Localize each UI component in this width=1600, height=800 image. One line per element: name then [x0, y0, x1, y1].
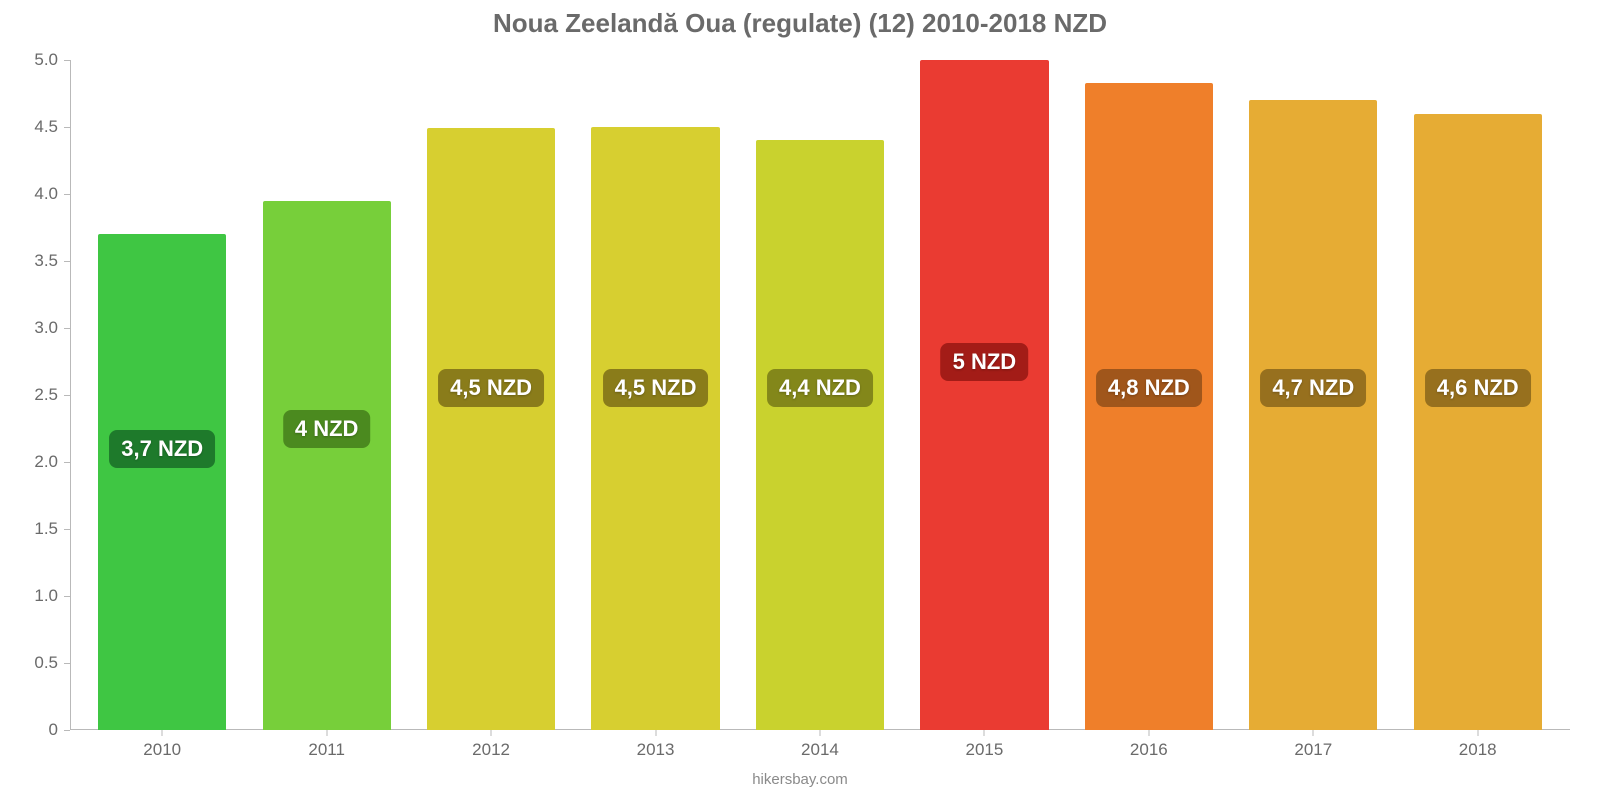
value-badge: 3,7 NZD — [109, 430, 215, 468]
x-tick-label: 2013 — [637, 740, 675, 760]
x-tick — [491, 730, 492, 736]
x-tick-label: 2018 — [1459, 740, 1497, 760]
y-tick-label: 5.0 — [34, 50, 58, 70]
x-tick — [1148, 730, 1149, 736]
x-tick — [1313, 730, 1314, 736]
value-badge: 4,8 NZD — [1096, 369, 1202, 407]
bar-slot: 4,5 NZD2012 — [409, 60, 573, 730]
bars-group: 3,7 NZD20104 NZD20114,5 NZD20124,5 NZD20… — [70, 60, 1570, 730]
x-tick — [655, 730, 656, 736]
bar — [263, 201, 391, 730]
bar-slot: 4,8 NZD2016 — [1067, 60, 1231, 730]
x-tick-label: 2010 — [143, 740, 181, 760]
value-badge: 4,5 NZD — [603, 369, 709, 407]
x-tick-label: 2011 — [308, 740, 345, 760]
bar-slot: 4,6 NZD2018 — [1396, 60, 1560, 730]
attribution-text: hikersbay.com — [0, 771, 1600, 788]
bar-slot: 4,7 NZD2017 — [1231, 60, 1395, 730]
bar-slot: 4 NZD2011 — [244, 60, 408, 730]
x-tick — [1477, 730, 1478, 736]
bar — [98, 234, 226, 730]
bar — [920, 60, 1048, 730]
y-tick-label: 0 — [49, 720, 58, 740]
y-tick-label: 1.0 — [34, 586, 58, 606]
value-badge: 4,7 NZD — [1260, 369, 1366, 407]
x-tick-label: 2015 — [965, 740, 1003, 760]
x-tick-label: 2017 — [1294, 740, 1332, 760]
plot-area: 00.51.01.52.02.53.03.54.04.55.0 3,7 NZD2… — [70, 60, 1570, 730]
bar — [756, 140, 884, 730]
y-tick-label: 1.5 — [34, 519, 58, 539]
y-tick-label: 2.5 — [34, 385, 58, 405]
bar-slot: 5 NZD2015 — [902, 60, 1066, 730]
bar — [1249, 100, 1377, 730]
y-tick-label: 3.0 — [34, 318, 58, 338]
y-tick-label: 4.5 — [34, 117, 58, 137]
y-tick-label: 3.5 — [34, 251, 58, 271]
chart-container: Noua Zeelandă Oua (regulate) (12) 2010-2… — [0, 0, 1600, 800]
bar — [591, 127, 719, 730]
x-tick-label: 2016 — [1130, 740, 1168, 760]
y-tick-label: 0.5 — [34, 653, 58, 673]
value-badge: 4,5 NZD — [438, 369, 544, 407]
chart-title: Noua Zeelandă Oua (regulate) (12) 2010-2… — [0, 8, 1600, 39]
bar — [427, 128, 555, 730]
y-tick — [64, 730, 70, 731]
value-badge: 5 NZD — [941, 343, 1029, 381]
x-tick — [819, 730, 820, 736]
bar — [1414, 114, 1542, 730]
y-tick-label: 4.0 — [34, 184, 58, 204]
y-tick-label: 2.0 — [34, 452, 58, 472]
value-badge: 4,4 NZD — [767, 369, 873, 407]
x-tick — [326, 730, 327, 736]
value-badge: 4,6 NZD — [1425, 369, 1531, 407]
value-badge: 4 NZD — [283, 410, 371, 448]
x-tick-label: 2012 — [472, 740, 510, 760]
x-tick — [162, 730, 163, 736]
bar-slot: 3,7 NZD2010 — [80, 60, 244, 730]
bar-slot: 4,4 NZD2014 — [738, 60, 902, 730]
bar-slot: 4,5 NZD2013 — [573, 60, 737, 730]
x-tick-label: 2014 — [801, 740, 839, 760]
x-tick — [984, 730, 985, 736]
